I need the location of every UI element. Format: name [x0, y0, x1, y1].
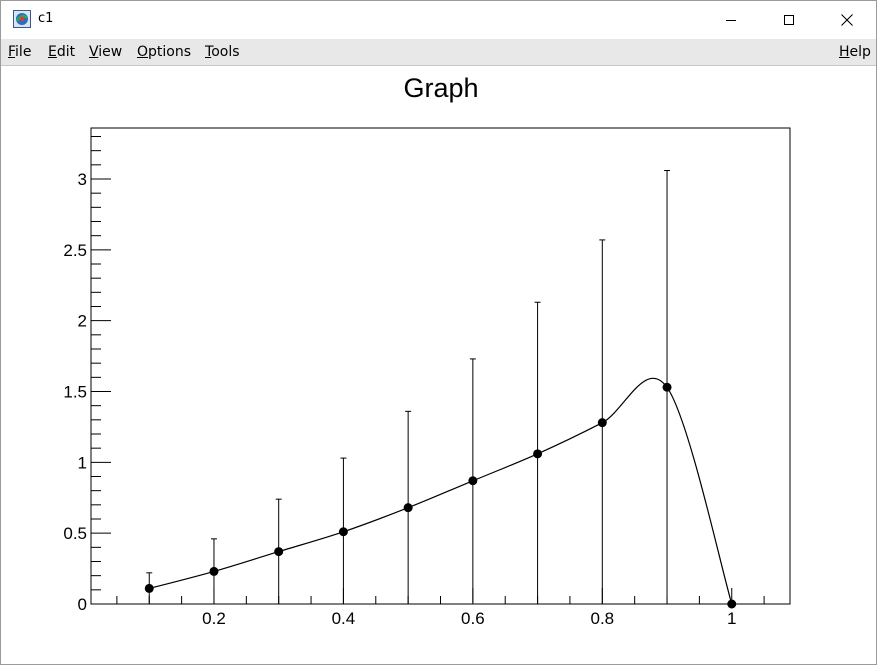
menu-file[interactable]: File	[8, 44, 32, 60]
plot-frame	[90, 127, 791, 605]
y-tick-label: 2.5	[63, 241, 87, 260]
menu-help[interactable]: Help	[839, 44, 871, 60]
x-tick-label: 0.8	[590, 609, 614, 628]
maximize-icon	[784, 15, 794, 25]
data-point	[597, 418, 607, 428]
graph-curve	[149, 377, 733, 605]
data-point	[144, 583, 154, 593]
y-tick-label: 2	[78, 312, 87, 331]
menu-tools[interactable]: Tools	[205, 44, 240, 60]
x-tick-label: 0.2	[202, 609, 226, 628]
data-point	[209, 566, 219, 576]
menu-bar: File Edit View Options Tools Help	[1, 39, 876, 66]
error-bars	[146, 170, 671, 604]
data-point	[662, 382, 672, 392]
y-tick-label: 1	[78, 453, 87, 472]
root-app-icon	[13, 10, 31, 28]
x-tick-label: 0.4	[332, 609, 356, 628]
data-points	[144, 382, 737, 609]
maximize-button[interactable]	[760, 1, 818, 39]
data-point	[727, 599, 737, 609]
y-tick-label: 1.5	[63, 383, 87, 402]
data-point	[274, 547, 284, 557]
minimize-button[interactable]	[702, 1, 760, 39]
minimize-icon	[726, 20, 736, 21]
y-tick-label: 0	[78, 595, 87, 614]
menu-edit[interactable]: Edit	[48, 44, 76, 60]
plot-canvas[interactable]: Graph 0.2 0.4 0.6 0.8 1 0 0.5 1 1.5 2 2.5 3	[4, 67, 876, 661]
x-tick-label: 1	[727, 609, 736, 628]
window-title: c1	[38, 11, 54, 26]
data-point	[338, 527, 348, 537]
menu-options[interactable]: Options	[137, 44, 192, 60]
title-bar[interactable]: c1	[1, 1, 876, 39]
data-point	[533, 449, 543, 459]
y-tick-label: 0.5	[63, 524, 87, 543]
data-point	[403, 503, 413, 513]
graph-chart: Graph 0.2 0.4 0.6 0.8 1 0 0.5 1 1.5 2 2.5 3	[63, 73, 791, 628]
data-point	[468, 476, 478, 486]
close-button[interactable]	[818, 1, 876, 39]
close-icon	[841, 14, 853, 26]
axes: 0.2 0.4 0.6 0.8 1 0 0.5 1 1.5 2 2.5 3	[63, 136, 765, 628]
x-tick-label: 0.6	[461, 609, 485, 628]
chart-title: Graph	[403, 73, 478, 103]
y-tick-label: 3	[78, 170, 87, 189]
menu-view[interactable]: View	[89, 44, 123, 60]
